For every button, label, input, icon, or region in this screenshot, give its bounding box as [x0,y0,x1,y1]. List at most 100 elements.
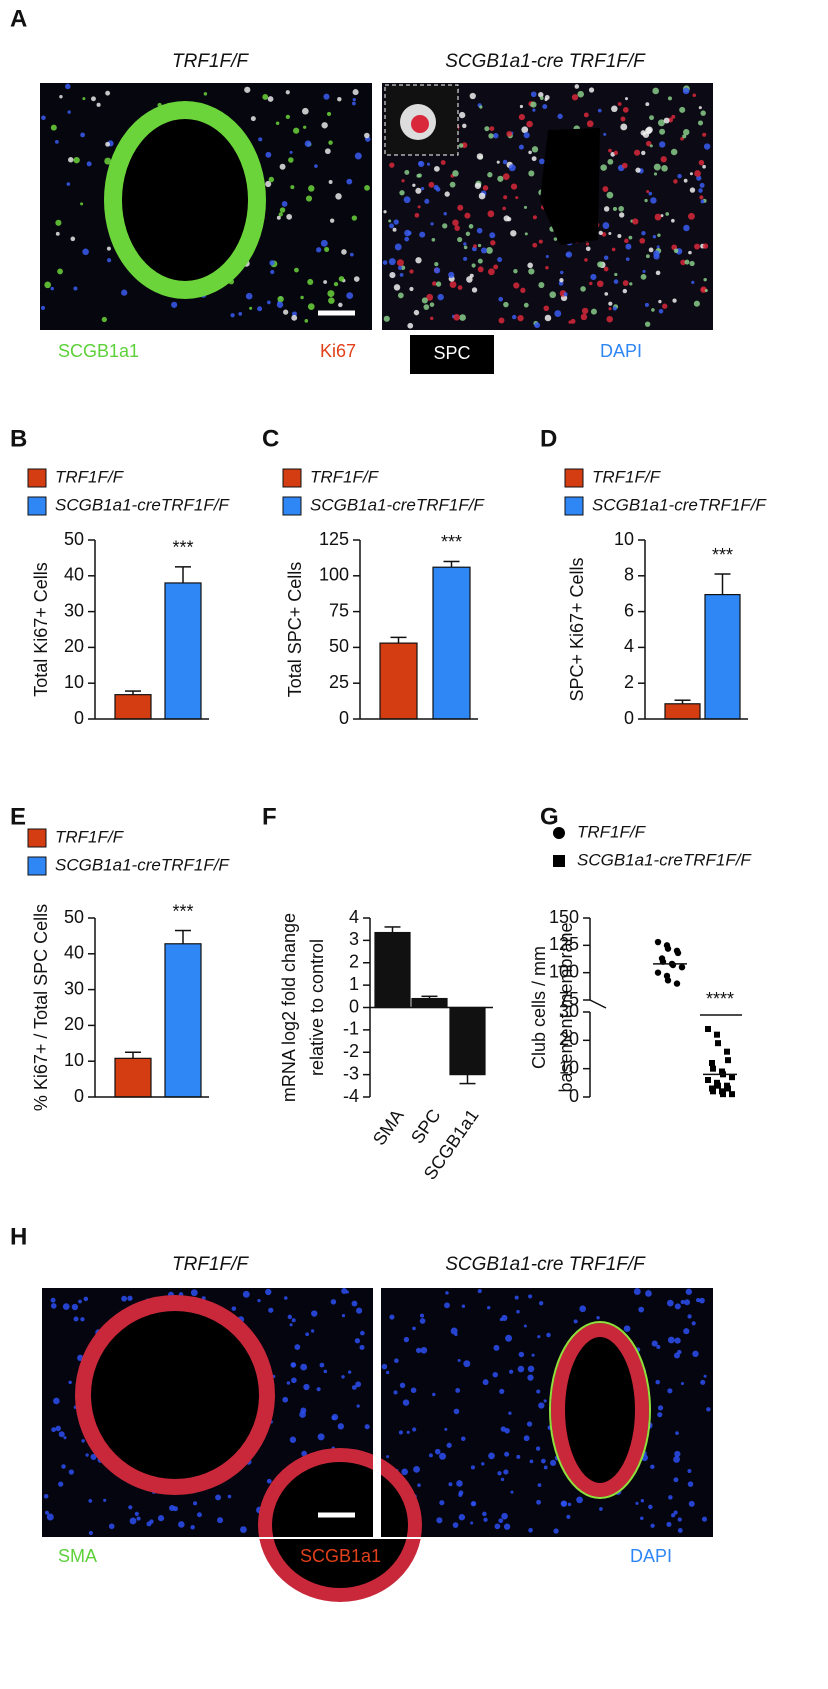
nucleus [73,156,80,164]
nucleus [487,210,495,218]
nucleus [508,1411,512,1415]
nucleus [477,258,483,264]
nucleus [503,1469,509,1475]
nucleus [580,313,588,321]
significance: **** [706,989,734,1009]
nucleus [602,186,609,192]
nucleus [136,1516,141,1521]
nucleus [515,196,519,200]
nucleus [421,297,428,304]
nucleus [478,192,486,200]
nucleus [303,125,307,129]
y-tick-label: 20 [64,1014,84,1034]
nucleus [498,317,505,324]
nucleus [573,1319,578,1324]
nucleus [502,206,506,211]
smooth-muscle [549,1321,651,1499]
legend-label: TRF1F/F [55,467,125,486]
nucleus [691,280,695,284]
nucleus [512,314,517,320]
nucleus [457,204,464,211]
nucleus [606,191,614,199]
nucleus [483,1517,488,1522]
nucleus [523,302,529,308]
nucleus [300,1363,308,1371]
nucleus [624,238,629,244]
nucleus [287,1314,293,1320]
nucleus [538,158,545,165]
nucleus [489,232,496,239]
nucleus [430,316,434,321]
nucleus [44,281,51,289]
nucleus [230,313,235,318]
legend-swatch [27,828,47,848]
nucleus [531,156,537,162]
nucleus [85,1453,89,1457]
nucleus [590,308,597,315]
nucleus [80,132,85,138]
nucleus [666,1299,674,1307]
nucleus [341,1288,348,1294]
nucleus [351,215,358,221]
nucleus [528,1527,533,1533]
nucleus [644,321,651,327]
nucleus [432,281,437,286]
nucleus [40,305,46,310]
nucleus [689,172,693,176]
nucleus [307,303,315,310]
nucleus [523,132,530,139]
nucleus [479,105,483,109]
nucleus [650,1523,655,1528]
axis-break [589,999,607,1009]
airway [258,1448,422,1602]
nucleus [445,1291,449,1295]
nucleus [687,1469,692,1473]
nucleus [46,1513,54,1521]
nucleus [656,1344,661,1349]
legend-swatch [282,496,302,516]
nucleus [385,1370,390,1375]
nucleus [294,267,299,273]
nucleus [443,212,447,216]
nucleus [398,1430,403,1435]
nucleus [394,1358,399,1364]
nucleus [599,1507,603,1511]
bar [411,997,448,1009]
nucleus [482,185,489,191]
nucleus [501,1314,508,1321]
nucleus [673,179,678,184]
nucleus [382,260,388,265]
y-axis-label: mRNA log2 fold change [279,913,299,1102]
y-tick-label: 40 [64,565,84,585]
nucleus [704,288,708,293]
y-axis-label: Total SPC+ Cells [285,562,305,698]
y-tick-label: 30 [64,600,84,620]
nucleus [393,219,399,225]
nucleus [567,1502,572,1507]
nucleus [203,92,208,96]
nucleus [238,312,243,316]
nucleus [658,299,662,304]
nucleus [516,1454,521,1459]
stain-label: Ki67 [320,341,356,361]
nucleus [266,1478,272,1484]
nucleus [96,102,101,107]
nucleus [323,280,328,284]
nucleus [652,234,657,239]
point [714,1031,720,1038]
nucleus [613,150,619,156]
legend-label: SCGB1a1-creTRF1F/F [55,855,230,874]
nucleus [493,264,499,270]
nucleus [618,205,624,212]
nucleus [101,316,107,323]
nucleus [439,1500,445,1506]
nucleus [278,212,283,217]
nucleus [668,1495,673,1500]
point [673,980,681,987]
nucleus [655,270,661,276]
nucleus [360,1330,365,1336]
airway [540,128,600,245]
nucleus [55,219,62,226]
nucleus [430,222,434,226]
nucleus [544,97,548,102]
